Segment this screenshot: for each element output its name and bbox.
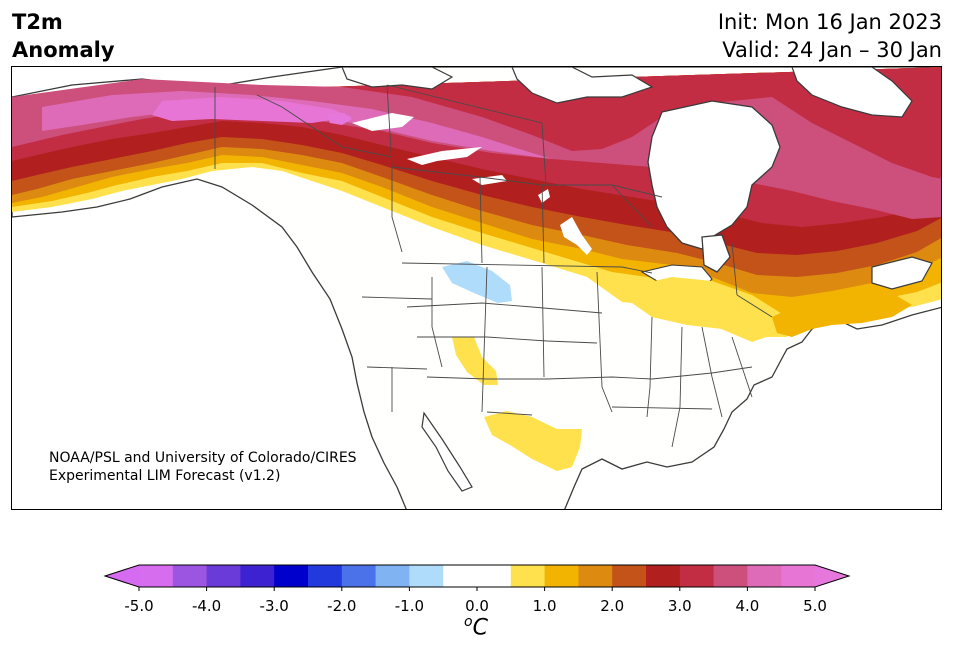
colorbar-tick-label: 0.0 xyxy=(465,597,489,615)
unit-degree-mark: o xyxy=(464,614,473,630)
warm-blob-southern-rockies xyxy=(452,337,498,385)
credit-line-1: NOAA/PSL and University of Colorado/CIRE… xyxy=(49,450,357,466)
colorbar-tick-label: 3.0 xyxy=(667,597,692,615)
colorbar-tick-label: 4.0 xyxy=(735,597,760,615)
colorbar-swatch xyxy=(409,565,444,587)
baffin-bay xyxy=(791,67,913,118)
lake-winnipeg xyxy=(560,217,592,255)
great-bear-lake xyxy=(352,113,414,131)
arctic-channel-central xyxy=(511,67,654,104)
valid-date: Valid: 24 Jan – 30 Jan xyxy=(722,38,942,62)
warm-blob-new-england xyxy=(772,293,912,337)
colorbar-swatch xyxy=(172,565,208,587)
colorbar-swatch xyxy=(308,565,343,587)
colorbar-tick-label: -3.0 xyxy=(259,597,289,615)
colorbar-swatch xyxy=(139,565,174,587)
warm-blob-great-lakes xyxy=(627,277,787,337)
colorbar-swatch xyxy=(443,565,512,587)
colorbar-extend-high xyxy=(815,565,849,587)
colorbar-tick-label: -2.0 xyxy=(327,597,357,615)
colorbar-tick-label: -5.0 xyxy=(124,597,154,615)
cold-blob-montana xyxy=(442,261,512,303)
colorbar-swatch xyxy=(341,565,377,587)
colorbar-tick-label: 1.0 xyxy=(532,597,557,615)
colorbar-tick-label: 2.0 xyxy=(600,597,625,615)
colorbar-swatch xyxy=(713,565,748,587)
arctic-channel-west xyxy=(341,67,454,90)
gulf-of-st-lawrence xyxy=(871,256,933,290)
title-block: T2m Anomaly xyxy=(12,8,115,64)
colorbar-tick-label: -1.0 xyxy=(394,597,425,615)
anomaly-band-pos-4p5 xyxy=(152,97,352,123)
credit-text: NOAA/PSL and University of Colorado/CIRE… xyxy=(49,449,357,485)
colorbar-swatch xyxy=(578,565,613,587)
colorbar-extend-low xyxy=(105,565,139,587)
quantity-title: Anomaly xyxy=(12,38,115,62)
colorbar-tick-label: -4.0 xyxy=(191,597,222,615)
political-borders xyxy=(214,84,773,448)
colorbar-swatch xyxy=(206,565,241,587)
colorbar-swatch xyxy=(375,565,410,587)
colorbar-swatch xyxy=(274,565,309,587)
colorbar-swatch xyxy=(679,565,715,587)
james-bay xyxy=(701,234,731,273)
colorbar-swatch xyxy=(510,565,546,587)
lake-athabasca xyxy=(472,175,507,185)
credit-line-2: Experimental LIM Forecast (v1.2) xyxy=(49,468,281,484)
colorbar-swatch xyxy=(646,565,681,587)
gulf-of-california xyxy=(421,411,473,492)
reindeer-lake xyxy=(538,189,550,203)
great-slave-lake xyxy=(407,147,482,165)
colorbar-swatch xyxy=(747,565,782,587)
colorbar-unit-label: oC xyxy=(464,614,488,640)
unit-letter: C xyxy=(472,615,488,641)
colorbar-swatch xyxy=(240,565,275,587)
init-date: Init: Mon 16 Jan 2023 xyxy=(717,10,942,34)
anomaly-map xyxy=(12,67,941,509)
anomaly-band-pos-5p0 xyxy=(327,113,352,125)
colorbar-tick-label: 5.0 xyxy=(803,597,827,615)
colorbar xyxy=(103,564,851,591)
map-panel xyxy=(11,66,942,510)
hudson-bay xyxy=(647,100,781,250)
warm-blob-texas xyxy=(484,411,582,471)
variable-title: T2m xyxy=(12,10,63,34)
colorbar-swatch xyxy=(781,565,816,587)
colorbar-swatch xyxy=(544,565,579,587)
colorbar-swatch xyxy=(612,565,647,587)
date-block: Init: Mon 16 Jan 2023 Valid: 24 Jan – 30… xyxy=(718,8,942,64)
